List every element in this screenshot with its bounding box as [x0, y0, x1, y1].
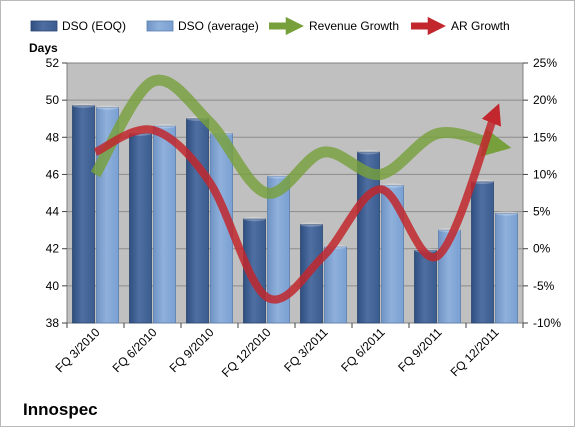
- legend-dso-eoq: DSO (EOQ): [30, 19, 126, 33]
- legend-dso-eoq-label: DSO (EOQ): [62, 19, 126, 33]
- bar-dso-average-cap: [267, 174, 290, 179]
- x-tick-label: FQ 6/2011: [338, 325, 388, 375]
- bar-dso-average-cap: [381, 183, 404, 188]
- legend-revenue-growth: Revenue Growth: [269, 16, 399, 36]
- y-tick-label: 44: [46, 205, 60, 219]
- y-axis-title: Days: [29, 41, 58, 55]
- x-tick-label: FQ 9/2011: [395, 325, 445, 375]
- bar-dso-average: [381, 185, 404, 324]
- bar-dso-eoq: [471, 181, 494, 324]
- legend-dso-eoq-swatch: [30, 20, 58, 32]
- bar-dso-average-cap: [96, 105, 119, 110]
- y2-tick-label: 25%: [533, 56, 557, 70]
- bar-dso-average-cap: [153, 123, 176, 129]
- y2-tick-label: 15%: [533, 130, 557, 144]
- y2-tick-label: 5%: [533, 205, 551, 219]
- x-tick-label: FQ 3/2010: [53, 325, 103, 375]
- y-tick-label: 38: [46, 316, 60, 330]
- y-tick-label: 48: [46, 130, 60, 144]
- bar-dso-average: [267, 175, 290, 324]
- x-tick-label: FQ 12/2011: [448, 325, 502, 379]
- y2-tick-label: -10%: [533, 316, 561, 330]
- bar-dso-eoq-cap: [72, 103, 95, 108]
- bar-dso-average-cap: [495, 211, 518, 216]
- legend-ar-growth-label: AR Growth: [451, 19, 510, 33]
- y-tick-label: 42: [46, 242, 60, 256]
- bar-dso-eoq-cap: [300, 222, 323, 227]
- company-name: Innospec: [23, 400, 98, 419]
- legend-revenue-growth-label: Revenue Growth: [309, 19, 399, 33]
- y2-tick-label: 10%: [533, 167, 557, 181]
- y2-tick-label: -5%: [533, 279, 555, 293]
- x-tick-label: FQ 9/2010: [167, 325, 217, 375]
- legend-dso-average: DSO (average): [146, 19, 259, 33]
- y2-tick-label: 20%: [533, 93, 557, 107]
- y-tick-label: 52: [46, 56, 60, 70]
- bar-dso-average: [324, 246, 347, 324]
- bar-dso-eoq-cap: [357, 149, 380, 155]
- bar-dso-eoq-cap: [243, 216, 266, 222]
- ar-growth-line: [93, 103, 502, 304]
- y-tick-label: 40: [46, 279, 60, 293]
- bar-dso-average: [495, 213, 518, 324]
- y-tick-label: 46: [46, 167, 60, 181]
- bar-dso-eoq: [243, 218, 266, 324]
- legend-ar-growth: AR Growth: [411, 16, 510, 36]
- bar-dso-eoq: [186, 118, 209, 324]
- bar-dso-eoq: [129, 133, 152, 324]
- revenue-growth-line: [90, 74, 512, 199]
- bar-dso-eoq: [72, 105, 95, 324]
- x-tick-label: FQ 6/2010: [110, 325, 160, 375]
- legend-dso-average-swatch: [146, 20, 174, 32]
- y2-tick-label: 0%: [533, 242, 551, 256]
- x-tick-label: FQ 3/2011: [281, 325, 331, 375]
- bar-dso-eoq-cap: [471, 179, 494, 185]
- legend-dso-average-label: DSO (average): [178, 19, 259, 33]
- y-tick-label: 50: [46, 93, 60, 107]
- bar-dso-average: [153, 125, 176, 324]
- x-tick-label: FQ 12/2010: [219, 325, 274, 380]
